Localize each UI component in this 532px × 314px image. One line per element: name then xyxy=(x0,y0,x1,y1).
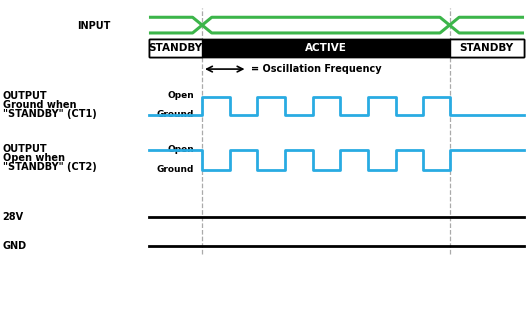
Text: STANDBY: STANDBY xyxy=(148,43,203,53)
Text: OUTPUT: OUTPUT xyxy=(3,91,47,101)
Text: Ground: Ground xyxy=(157,165,194,174)
Bar xyxy=(149,39,524,57)
Text: INPUT: INPUT xyxy=(77,21,111,31)
Text: "STANDBY" (CT1): "STANDBY" (CT1) xyxy=(3,109,96,119)
Text: Open when: Open when xyxy=(3,153,65,163)
Text: Ground: Ground xyxy=(157,110,194,119)
Text: STANDBY: STANDBY xyxy=(460,43,514,53)
Text: OUTPUT: OUTPUT xyxy=(3,144,47,154)
Text: Open: Open xyxy=(168,91,194,100)
Text: ACTIVE: ACTIVE xyxy=(305,43,347,53)
Bar xyxy=(149,39,202,57)
Bar xyxy=(149,39,524,57)
Text: 28V: 28V xyxy=(3,212,24,222)
Text: Open: Open xyxy=(168,145,194,154)
Text: GND: GND xyxy=(3,241,27,252)
Text: Ground when: Ground when xyxy=(3,100,76,110)
Bar xyxy=(450,39,524,57)
Text: = Oscillation Frequency: = Oscillation Frequency xyxy=(251,64,382,74)
Text: "STANDBY" (CT2): "STANDBY" (CT2) xyxy=(3,162,96,172)
